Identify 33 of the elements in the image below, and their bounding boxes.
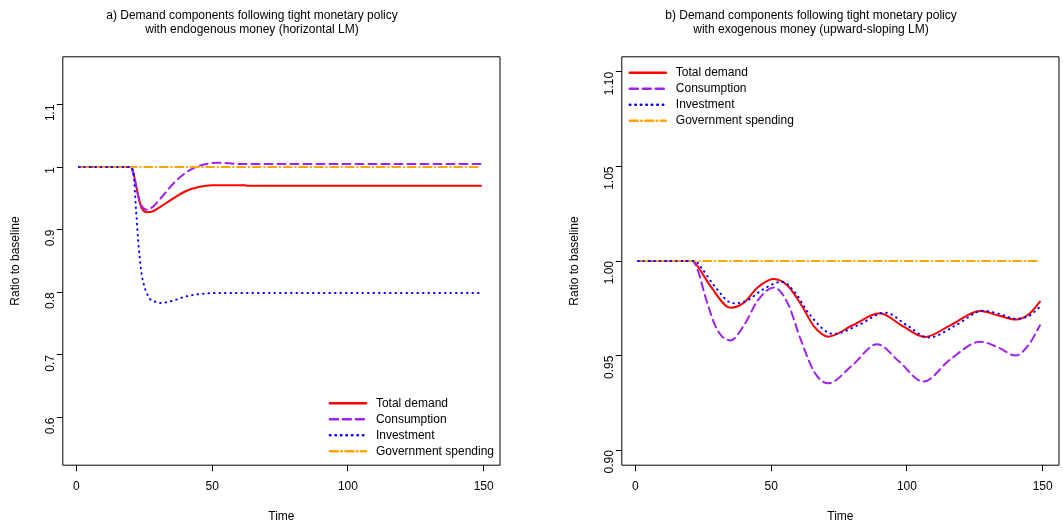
y-tick-label: 0.8 [43, 292, 58, 310]
x-tick-label: 150 [1032, 478, 1054, 493]
x-tick-label: 100 [896, 478, 918, 493]
legend-label: Government spending [375, 443, 495, 458]
y-tick-label: 0.90 [602, 449, 617, 474]
x-axis-title: Time [827, 509, 854, 524]
y-tick-label: 0.95 [602, 355, 617, 379]
y-axis-title: Ratio to baseline [566, 215, 581, 306]
legend-label: Consumption [675, 81, 747, 96]
y-axis-title: Ratio to baseline [7, 215, 22, 306]
x-tick-label: 0 [632, 478, 640, 493]
x-tick-label: 50 [205, 478, 220, 493]
x-axis-title: Time [268, 509, 295, 524]
legend-label: Government spending [675, 113, 794, 128]
x-tick-label: 50 [764, 478, 779, 493]
legend-label: Total demand [675, 65, 748, 80]
chart-title: b) Demand components following tight monetary policy with exogenous money (upward-sloping LM) [665, 7, 957, 36]
x-tick-label: 100 [337, 478, 359, 493]
y-tick-label: 0.9 [43, 229, 58, 247]
chart-title: a) Demand components following tight monetary policy with endogenous money (horizontal LM) [106, 7, 398, 36]
legend-label: Investment [675, 97, 736, 112]
y-tick-label: 1.00 [602, 260, 617, 285]
x-tick-label: 150 [473, 478, 495, 493]
y-tick-label: 1.10 [602, 71, 617, 96]
x-tick-label: 0 [73, 478, 81, 493]
y-tick-label: 1.1 [43, 104, 58, 122]
legend-label: Consumption [375, 411, 447, 426]
y-tick-label: 1.05 [602, 166, 617, 190]
y-tick-label: 0.6 [43, 417, 58, 435]
y-tick-label: 1 [43, 166, 58, 174]
legend-label: Total demand [375, 395, 448, 410]
legend-label: Investment [375, 427, 436, 442]
y-tick-label: 0.7 [43, 354, 58, 372]
